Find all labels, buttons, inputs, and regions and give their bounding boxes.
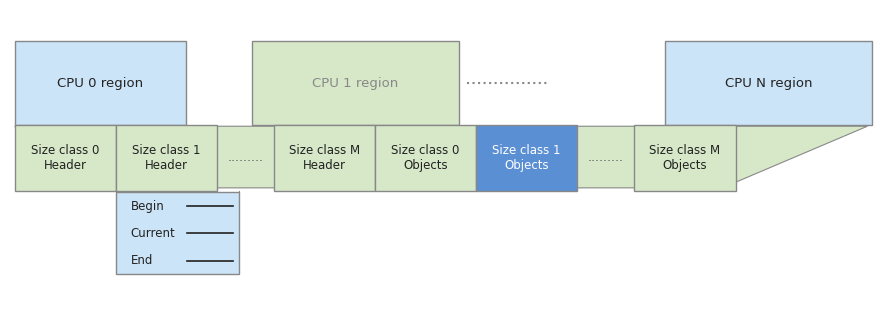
FancyBboxPatch shape bbox=[116, 193, 239, 274]
Polygon shape bbox=[15, 126, 867, 188]
Text: Size class 0
Header: Size class 0 Header bbox=[31, 144, 100, 172]
FancyBboxPatch shape bbox=[274, 125, 375, 191]
FancyBboxPatch shape bbox=[476, 125, 578, 191]
FancyBboxPatch shape bbox=[375, 125, 476, 191]
Text: Size class M
Header: Size class M Header bbox=[289, 144, 360, 172]
FancyBboxPatch shape bbox=[116, 125, 217, 191]
Text: Begin: Begin bbox=[131, 200, 164, 213]
Text: Size class 0
Objects: Size class 0 Objects bbox=[392, 144, 460, 172]
Text: .........: ......... bbox=[228, 151, 264, 164]
FancyBboxPatch shape bbox=[15, 41, 186, 125]
FancyBboxPatch shape bbox=[634, 125, 736, 191]
Text: Size class 1
Objects: Size class 1 Objects bbox=[492, 144, 561, 172]
Text: End: End bbox=[131, 254, 153, 267]
Text: CPU 1 region: CPU 1 region bbox=[312, 77, 399, 90]
Text: Size class M
Objects: Size class M Objects bbox=[649, 144, 721, 172]
Text: CPU N region: CPU N region bbox=[725, 77, 812, 90]
FancyBboxPatch shape bbox=[252, 41, 459, 125]
Text: Size class 1
Header: Size class 1 Header bbox=[132, 144, 200, 172]
Text: CPU 0 region: CPU 0 region bbox=[57, 77, 144, 90]
Text: Current: Current bbox=[131, 227, 176, 240]
FancyBboxPatch shape bbox=[15, 125, 116, 191]
Text: .........: ......... bbox=[588, 151, 624, 164]
FancyBboxPatch shape bbox=[665, 41, 871, 125]
